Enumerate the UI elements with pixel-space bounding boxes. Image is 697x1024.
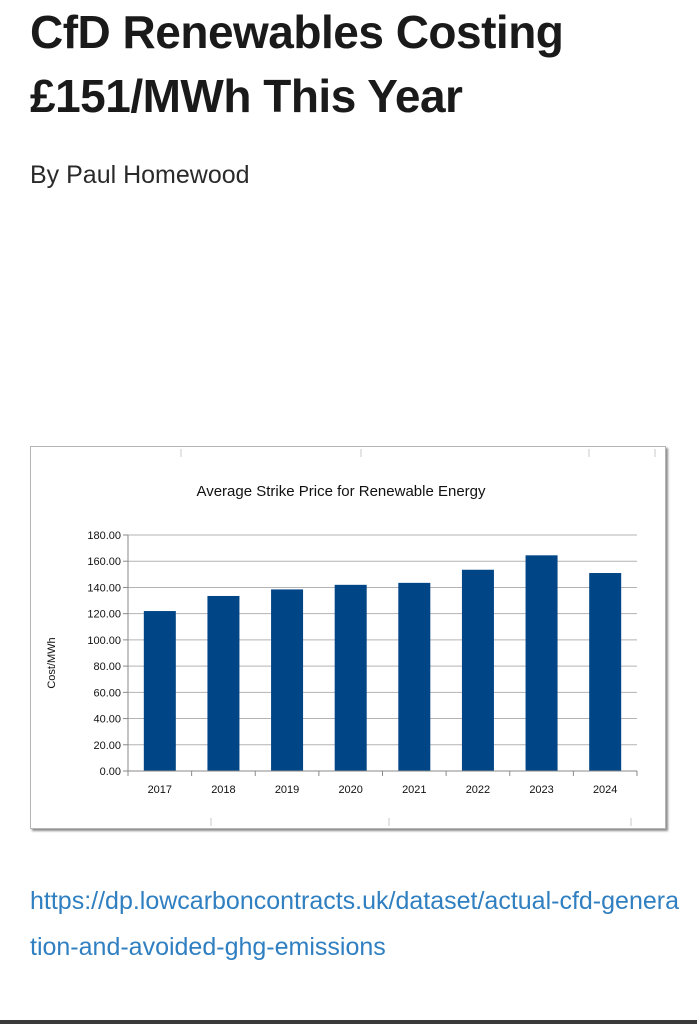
chart-image: Average Strike Price for Renewable Energ… [30, 446, 666, 829]
bar-2022 [461, 569, 494, 771]
x-tick-label: 2017 [148, 784, 172, 796]
y-axis-label: Cost/MWh [46, 637, 58, 688]
y-tick-label: 80.00 [93, 661, 121, 673]
x-tick-label: 2019 [275, 784, 299, 796]
bar-2020 [334, 584, 367, 771]
bottom-divider [0, 1020, 697, 1024]
gridlines [123, 534, 637, 772]
y-tick-label: 40.00 [93, 714, 121, 726]
bar-2023 [525, 555, 558, 771]
y-tick-label: 100.00 [87, 635, 121, 647]
y-tick-label: 0.00 [100, 766, 121, 778]
y-tick-label: 60.00 [93, 687, 121, 699]
axes [127, 535, 638, 776]
x-tick-label: 2023 [529, 784, 553, 796]
bar-2018 [207, 595, 240, 771]
bars [143, 555, 622, 771]
chart-title: Average Strike Price for Renewable Energ… [196, 483, 486, 500]
y-tick-labels: 0.00 20.00 40.00 60.00 80.00 100.00 120.00 140.… [87, 530, 121, 778]
x-tick-label: 2021 [402, 784, 426, 796]
x-tick-labels: 2017 2018 2019 2020 2021 2022 2023 2024 [148, 784, 618, 796]
article-title: CfD Renewables Costing £151/MWh This Yea… [30, 6, 564, 122]
x-tick-label: 2024 [593, 784, 617, 796]
y-tick-label: 20.00 [93, 740, 121, 752]
frame-marks [180, 449, 656, 826]
y-tick-label: 120.00 [87, 609, 121, 621]
bar-chart: Average Strike Price for Renewable Energ… [46, 449, 656, 826]
bar-2024 [589, 573, 622, 771]
bar-2017 [143, 611, 176, 771]
bar-2021 [398, 582, 431, 771]
y-tick-label: 140.00 [87, 582, 121, 594]
x-tick-label: 2020 [338, 784, 362, 796]
bar-2019 [271, 589, 304, 771]
y-tick-label: 180.00 [87, 530, 121, 542]
source-link[interactable]: https://dp.lowcarboncontracts.uk/dataset… [30, 887, 679, 961]
y-tick-label: 160.00 [87, 556, 121, 568]
x-tick-label: 2022 [466, 784, 490, 796]
x-tick-label: 2018 [211, 784, 235, 796]
author-byline: By Paul Homewood [30, 161, 250, 189]
